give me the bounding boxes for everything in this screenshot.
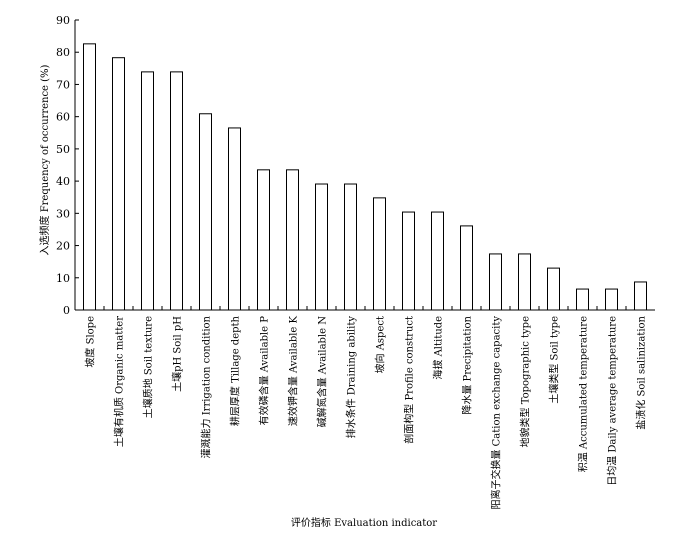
bar — [112, 57, 125, 311]
y-tick-label: 40 — [56, 175, 70, 188]
bar — [402, 211, 415, 311]
y-tick-label: 70 — [56, 78, 70, 91]
x-tick-label: 剖面构型 Profile construct — [403, 316, 416, 444]
bar — [257, 169, 270, 311]
y-tick-label: 60 — [56, 111, 70, 124]
bar — [431, 211, 444, 311]
bar — [634, 281, 647, 311]
bar — [373, 197, 386, 311]
x-tick-label: 地貌类型 Topographic type — [519, 316, 532, 448]
axes — [74, 20, 655, 311]
bar — [170, 71, 183, 311]
y-tick-label: 20 — [56, 240, 70, 253]
bar — [199, 113, 212, 311]
y-axis-label: 入选频度 Frequency of occurrence (%) — [38, 64, 51, 255]
x-axis-label: 评价指标 Evaluation indicator — [291, 516, 437, 529]
x-axis-tick-labels: 坡度 Slope 土壤有机质 Organic matter 土壤质地 Soil te… — [84, 315, 648, 509]
y-tick-label: 90 — [56, 14, 70, 27]
bar — [518, 253, 531, 311]
bar — [460, 225, 473, 311]
bar — [605, 288, 618, 311]
x-tick-label: 排水条件 Draining ability — [345, 316, 358, 439]
x-tick-label: 耕层厚度 Tillage depth — [229, 315, 242, 426]
x-tick-label: 坡度 Slope — [84, 316, 97, 368]
bar — [489, 253, 502, 311]
bar — [344, 183, 357, 311]
y-tick-label: 80 — [56, 46, 70, 59]
y-axis-ticks: 0 10 20 30 40 50 60 70 80 90 — [56, 14, 79, 317]
x-tick-label: 碱解氮含量 Available N — [316, 316, 329, 428]
x-tick-label: 土壤质地 Soil texture — [142, 316, 155, 418]
x-tick-label: 坡向 Aspect — [374, 316, 387, 373]
x-tick-label: 海拔 Altitude — [432, 316, 445, 380]
bar — [228, 127, 241, 311]
x-tick-label: 日均温 Daily average temperature — [607, 316, 619, 486]
x-tick-label: 盐渍化 Soil salinization — [635, 315, 648, 429]
bar — [547, 267, 560, 311]
x-tick-label: 有效磷含量 Available P — [258, 316, 271, 426]
bar — [315, 183, 328, 311]
bars — [83, 43, 647, 311]
x-tick-label: 阳离子交换量 Cation exchange capacity — [490, 316, 503, 510]
x-tick-label: 降水量 Precipitation — [461, 315, 474, 414]
y-tick-label: 30 — [56, 207, 70, 220]
x-tick-label: 速效钾含量 Available K — [287, 315, 300, 426]
x-tick-label: 土壤类型 Soil type — [548, 316, 561, 404]
bar — [83, 43, 96, 311]
bar — [141, 71, 154, 311]
bar — [576, 288, 589, 311]
y-tick-label: 50 — [56, 143, 70, 156]
x-tick-label: 灌溉能力 Irrigation condition — [200, 315, 213, 458]
y-tick-label: 10 — [56, 272, 70, 285]
x-tick-label: 土壤pH Soil pH — [171, 316, 184, 392]
x-tick-label: 土壤有机质 Organic matter — [113, 316, 126, 447]
x-tick-label: 积温 Accumulated temperature — [578, 316, 590, 472]
y-tick-label: 0 — [63, 304, 70, 317]
bar — [286, 169, 299, 311]
